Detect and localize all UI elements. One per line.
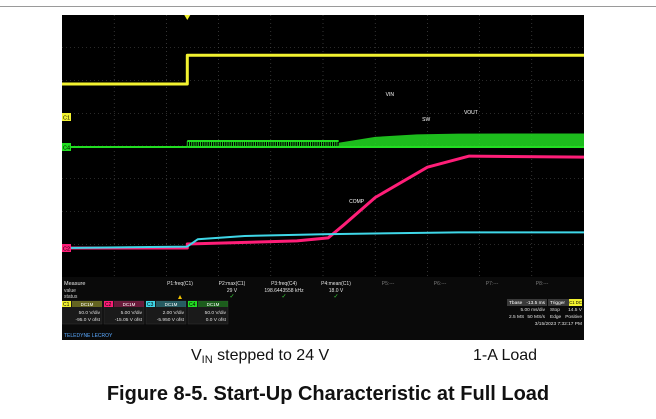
figure-title: Figure 8-5. Start-Up Characteristic at F… <box>106 383 550 405</box>
measure-row-status-label: status <box>64 294 78 300</box>
measure-param-value: 29 V <box>227 288 238 294</box>
channel-box-label: C2 <box>105 302 112 308</box>
measure-param-name: P4:mean(C1) <box>321 281 351 287</box>
channel-box-tag-c2 <box>104 301 113 307</box>
timebase-samples: 2.5 MS <box>509 314 524 320</box>
brand-label: TELEDYNE LECROY <box>64 333 113 339</box>
measure-param-name: P1:freq(C1) <box>167 281 193 287</box>
measure-param-status: ✓ <box>229 294 234 300</box>
timebase-label: Tbase <box>509 300 523 306</box>
trigger-source: C1 DC <box>569 300 582 305</box>
trace-label-vin: VIN <box>386 92 395 98</box>
caption-vin: VIN stepped to 24 V <box>191 347 329 366</box>
top-rule <box>0 6 656 7</box>
figure-caption: VIN stepped to 24 V 1-A Load <box>0 347 656 369</box>
timebase-value: -13.5 ms <box>526 300 545 306</box>
measure-param-name: P7:--- <box>486 281 499 287</box>
measure-param-name: P3:freq(C4) <box>271 281 297 287</box>
measure-param-name: P8:--- <box>536 281 549 287</box>
timebase-per-div: 5.00 ms/div <box>520 307 545 313</box>
channel-marker-c1 <box>62 113 71 121</box>
caption-vin-sub: IN <box>201 354 213 366</box>
channel-box-label: C3 <box>147 302 154 308</box>
caption-vin-rest: stepped to 24 V <box>212 347 330 364</box>
measure-param-name: P5:--- <box>382 281 395 287</box>
trigger-slope: Positive <box>565 314 582 320</box>
channel-box-coupling: DC1M <box>123 302 136 307</box>
channel-box-tag-c3 <box>146 301 155 307</box>
channel-box-offset: -95.0 V ofst <box>75 317 100 323</box>
channel-box-tag-c4 <box>188 301 197 307</box>
trigger-level: 14.5 V <box>568 307 583 313</box>
channel-box-scale: 2.00 V/div <box>163 310 185 316</box>
measure-param-name: P2:max(C1) <box>219 281 246 287</box>
channel-box-tag-c1 <box>62 301 71 307</box>
channel-box-c2 <box>103 300 145 325</box>
trace-sw-fill <box>338 133 584 147</box>
measure-param-value: 18.0 V <box>329 288 344 294</box>
trigger-label: Trigger <box>550 300 565 306</box>
measure-param-status: ✓ <box>281 294 286 300</box>
channel-box-scale: 5.00 V/div <box>121 310 143 316</box>
measure-p1-marker <box>178 295 182 299</box>
caption-load: 1-A Load <box>473 347 538 364</box>
measure-param-value: 198.6443558 kHz <box>264 288 304 294</box>
trace-label-sw: SW <box>422 117 430 123</box>
channel-box-header-c3 <box>156 301 186 307</box>
channel-box-header-c2 <box>114 301 144 307</box>
channel-box-coupling: DC1M <box>165 302 178 307</box>
trace-comp <box>62 231 584 249</box>
channel-marker-c4 <box>62 143 71 151</box>
channel-box-scale: 50.0 V/div <box>79 310 101 316</box>
channel-box-header-c1 <box>72 301 102 307</box>
channel-box-offset: -15.05 V ofst <box>115 317 143 323</box>
trace-sw-pulses <box>186 141 338 147</box>
channel-box-c1 <box>62 300 103 325</box>
channel-box-label: C1 <box>63 302 70 308</box>
channel-box-c4 <box>187 300 229 325</box>
timebase-header <box>507 299 547 306</box>
channel-marker-label-c1: C1 <box>63 116 70 122</box>
trigger-type: Edge <box>550 314 562 320</box>
trigger-source-tag <box>569 299 582 306</box>
channel-box-coupling: DC1M <box>81 302 94 307</box>
trigger-mode: Stop <box>550 307 560 313</box>
channel-box-header-c4 <box>198 301 228 307</box>
channel-marker-label-c2: C2 <box>63 247 70 253</box>
trace-label-vout: VOUT <box>464 110 478 116</box>
channel-box-coupling: DC1M <box>207 302 220 307</box>
channel-box-scale: 50.0 V/div <box>205 310 227 316</box>
trace-vin <box>62 53 584 86</box>
measure-param-name: P6:--- <box>434 281 447 287</box>
trace-label-comp: COMP <box>349 199 365 205</box>
timestamp: 3/15/2023 7:32:17 PM <box>535 321 582 327</box>
channel-box-offset: -5.950 V ofst <box>157 317 185 323</box>
trigger-marker <box>184 15 191 20</box>
measure-header: Measure <box>64 281 85 287</box>
oscilloscope-screen: VIN SW VOUT COMP C1 C4 C2 Measure value status P1:… <box>62 15 584 340</box>
channel-box-c3 <box>145 300 187 325</box>
trigger-header <box>548 299 582 306</box>
channel-marker-label-c4: C4 <box>63 146 70 152</box>
measure-row-value-label: value <box>64 288 76 294</box>
measure-param-status: ✓ <box>333 294 338 300</box>
caption-vin-main: V <box>191 347 202 364</box>
timebase-rate: 50 MS/s <box>527 314 545 320</box>
channel-box-offset: 0.0 V ofst <box>206 317 227 323</box>
channel-box-label: C4 <box>189 302 196 308</box>
channel-marker-c2 <box>62 244 71 252</box>
